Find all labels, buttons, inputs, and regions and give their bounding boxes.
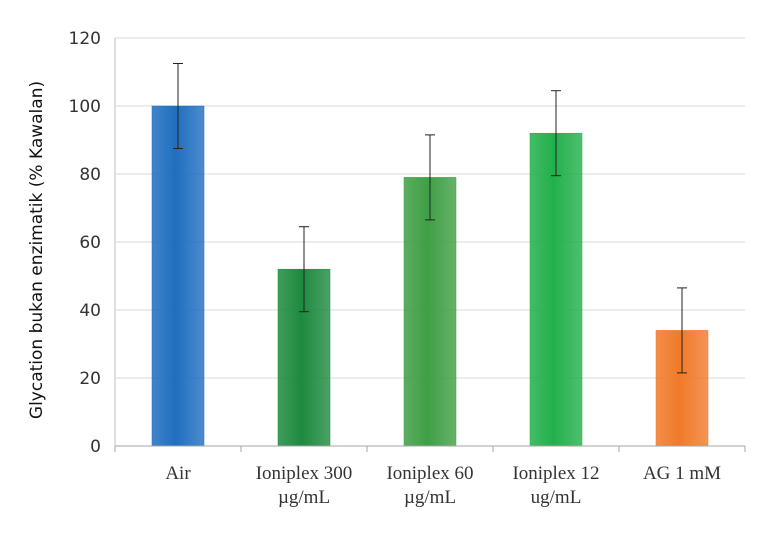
x-tick-label: Ioniplex 60 µg/mL xyxy=(386,463,473,508)
error-bar-3 xyxy=(551,90,561,177)
error-bar-0 xyxy=(173,63,183,149)
y-tick-label: 0 xyxy=(90,437,101,457)
y-tick-label: 120 xyxy=(69,29,101,49)
bar-3 xyxy=(529,132,583,447)
bar-0 xyxy=(151,105,205,447)
bar-2 xyxy=(403,177,457,447)
error-bars xyxy=(173,63,687,374)
error-bar-1 xyxy=(299,226,309,313)
x-tick-label: Air xyxy=(165,463,191,484)
x-tick-labels: Air Ioniplex 300 µg/mL Ioniplex 60 µg/mL Ioni… xyxy=(165,463,721,508)
y-tick-label: 100 xyxy=(69,97,101,117)
y-tick-label: 20 xyxy=(79,369,101,389)
error-bar-4 xyxy=(677,287,687,374)
y-axis-label: Glycation bukan enzimatik (% Kawalan) xyxy=(27,81,47,419)
y-tick-label: 60 xyxy=(79,233,101,253)
x-tick-label: Ioniplex 12 ug/mL xyxy=(512,463,599,508)
y-tick-label: 80 xyxy=(79,165,101,185)
y-tick-labels: 0 20 40 60 80 100 120 xyxy=(69,29,101,457)
x-tick-label: AG 1 mM xyxy=(643,463,721,484)
axes xyxy=(114,38,746,452)
y-tick-label: 40 xyxy=(79,301,101,321)
x-tick-label: Ioniplex 300 µg/mL xyxy=(256,463,353,508)
error-bar-2 xyxy=(425,134,435,221)
